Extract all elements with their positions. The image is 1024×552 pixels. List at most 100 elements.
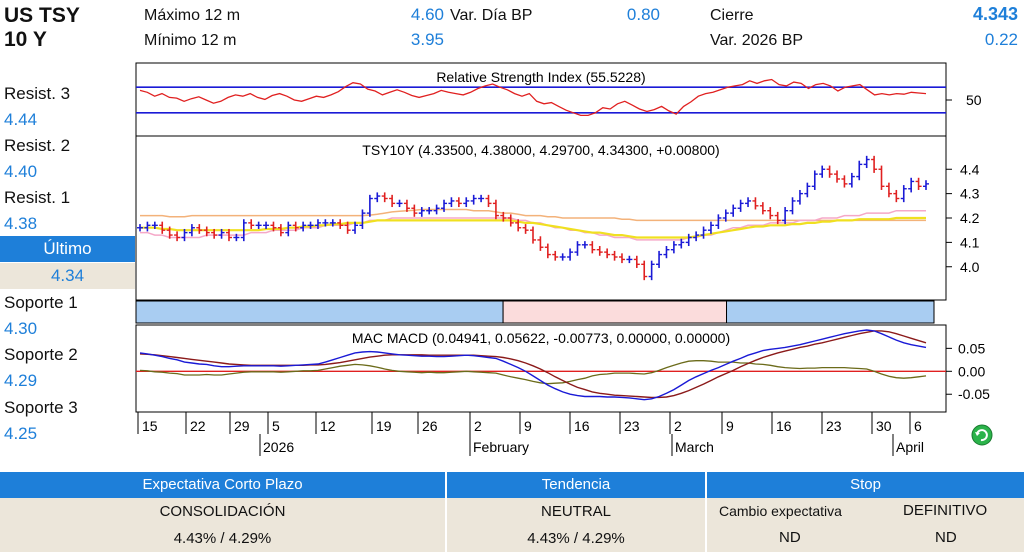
macd-line <box>139 329 927 401</box>
ohlc-bar <box>544 243 551 259</box>
x-tick-label: 12 <box>320 418 336 434</box>
ohlc-bar <box>796 189 803 205</box>
var2026-value: 0.22 <box>984 30 1018 49</box>
stop-cambio-label: Cambio expectativa <box>719 503 842 519</box>
ohlc-bar <box>329 219 336 227</box>
ohlc-bar <box>670 241 677 254</box>
ohlc-bar <box>478 194 485 203</box>
ohlc-bar <box>159 221 166 234</box>
ohlc-bar <box>856 160 863 181</box>
x-tick-label: 15 <box>142 418 158 434</box>
ohlc-bar <box>611 250 618 261</box>
ohlc-bar <box>203 226 210 237</box>
resist3-value: 4.44 <box>4 110 38 129</box>
ohlc-bar <box>774 211 781 225</box>
ohlc-bar <box>641 260 648 281</box>
macd-histogram-line <box>139 360 927 385</box>
ultimo-label: Último <box>0 236 135 262</box>
macd-y-tick-label: 0.05 <box>958 340 985 356</box>
refresh-icon[interactable] <box>971 424 993 446</box>
ohlc-bar <box>715 214 722 229</box>
soporte2-label: Soporte 2 <box>4 345 78 364</box>
ohlc-bar <box>848 172 855 188</box>
ohlc-bar <box>685 233 692 247</box>
ohlc-bar <box>900 185 907 203</box>
x-tick-label: 2 <box>674 418 682 434</box>
ohlc-bar <box>470 194 477 205</box>
ohlc-bar <box>337 219 344 229</box>
ohlc-bar <box>789 197 796 215</box>
ohlc-bar <box>196 224 203 234</box>
x-tick-label: 6 <box>914 418 922 434</box>
price-y-tick-label: 4.1 <box>960 234 980 250</box>
resist1-value: 4.38 <box>4 214 38 233</box>
ohlc-bar <box>314 219 321 229</box>
ohlc-bar <box>181 228 188 242</box>
ohlc-bar <box>908 177 915 193</box>
ohlc-bar <box>722 209 729 222</box>
price-y-tick-label: 4.4 <box>960 161 980 177</box>
rsi-title: Relative Strength Index (55.5228) <box>436 69 645 85</box>
ohlc-bar <box>522 224 529 234</box>
ohlc-bar <box>678 238 685 249</box>
ohlc-bar <box>700 226 707 239</box>
ohlc-bar <box>255 221 262 229</box>
ohlc-bar <box>300 221 307 232</box>
ohlc-bar <box>263 221 270 229</box>
ohlc-bar <box>863 155 870 169</box>
x-tick-label: 29 <box>234 418 250 434</box>
x-month-label: 2026 <box>263 439 294 455</box>
var-dia-value: 0.80 <box>626 5 660 24</box>
ohlc-bar <box>626 255 633 264</box>
ohlc-bar <box>426 207 433 215</box>
min12-value: 3.95 <box>410 30 444 49</box>
ma-yellow-line <box>140 216 926 239</box>
soporte1-label: Soporte 1 <box>4 293 78 312</box>
price-y-axis: 4.4 4.3 4.2 4.1 4.0 <box>946 161 980 275</box>
ohlc-bar <box>737 199 744 212</box>
ohlc-bar <box>745 197 752 208</box>
ohlc-bar <box>663 246 670 259</box>
ohlc-bar <box>218 228 225 239</box>
cierre-label: Cierre <box>710 7 754 24</box>
x-tick-label: 23 <box>826 418 842 434</box>
ohlc-bar <box>381 192 388 203</box>
ohlc-bar <box>782 207 789 225</box>
symbol-title-line2: 10 Y <box>4 28 47 51</box>
ohlc-bar <box>581 241 588 249</box>
ohlc-bar <box>144 221 151 232</box>
ohlc-bar <box>559 253 566 261</box>
ohlc-bar <box>552 250 559 261</box>
ohlc-bar <box>730 204 737 217</box>
ohlc-bar <box>648 260 655 281</box>
ohlc-bar <box>915 177 922 190</box>
ohlc-bar <box>878 165 885 190</box>
ohlc-bar <box>211 228 218 239</box>
x-tick-label: 16 <box>776 418 792 434</box>
ohlc-bar <box>240 219 247 242</box>
ohlc-bar <box>804 182 811 198</box>
ohlc-bar <box>707 221 714 234</box>
expectativa-panel: Expectativa Corto Plazo CONSOLIDACIÓN 4.… <box>0 472 445 552</box>
stop-header: Stop <box>707 472 1024 498</box>
ohlc-bar <box>656 250 663 268</box>
ohlc-bar <box>633 255 640 268</box>
ma-orange-line <box>140 208 926 222</box>
ohlc-bar <box>166 226 173 239</box>
cierre-value: 4.343 <box>972 4 1018 24</box>
ohlc-bar <box>344 221 351 234</box>
ohlc-bar <box>225 228 232 242</box>
tendencia-value: NEUTRAL <box>540 503 611 520</box>
price-title: TSY10Y (4.33500, 4.38000, 4.29700, 4.343… <box>362 142 719 158</box>
expectativa-value: CONSOLIDACIÓN <box>159 503 286 520</box>
x-tick-label: 30 <box>876 418 892 434</box>
x-tick-label: 16 <box>574 418 590 434</box>
ohlc-bar <box>923 180 929 190</box>
ohlc-bar <box>618 253 625 264</box>
var-dia-label: Var. Día BP <box>450 7 533 24</box>
macd-y-axis: 0.05 0.00 -0.05 <box>946 340 990 402</box>
ohlc-bar <box>433 204 440 215</box>
phase-strip <box>135 300 935 324</box>
ohlc-bar <box>188 224 195 237</box>
ohlc-bar <box>819 165 826 178</box>
